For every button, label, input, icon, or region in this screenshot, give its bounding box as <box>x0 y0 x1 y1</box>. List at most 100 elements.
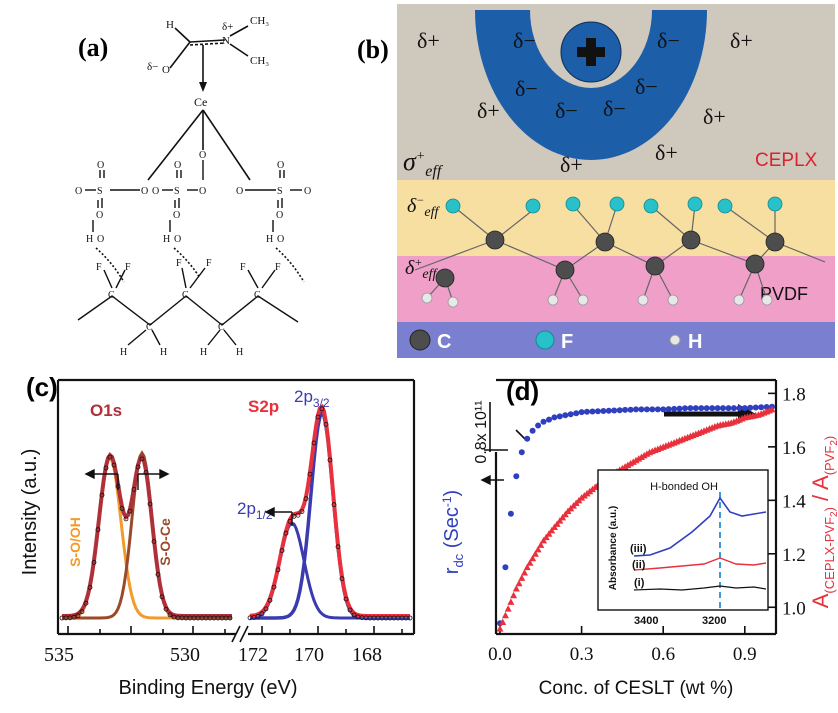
series-red-point <box>501 611 509 619</box>
delta-minus-eff: δ−eff <box>407 193 441 220</box>
o1s-data-point <box>167 612 173 618</box>
s2p-data-point <box>259 611 265 617</box>
series-blue-point <box>573 410 580 417</box>
series-red-point <box>534 545 542 553</box>
series-red-point <box>499 618 507 625</box>
series-red-point <box>548 526 556 534</box>
series-red-point <box>529 554 537 562</box>
series-red-point <box>768 405 776 413</box>
component-label-so-oh: S-O/OH <box>67 517 83 567</box>
atom-h: H <box>86 234 93 245</box>
inset-ylabel: Absorbance (a.u.) <box>608 506 619 590</box>
s2p-data-point <box>347 607 353 613</box>
series-blue-point <box>605 407 612 414</box>
series-blue-point <box>589 408 596 415</box>
chart-xlabel: Conc. of CESLT (wt %) <box>539 678 734 699</box>
x-tick-label: 0.0 <box>488 644 512 665</box>
series-blue-point <box>730 405 737 412</box>
o1s-data-point <box>163 606 169 612</box>
series-red-point <box>545 530 553 537</box>
s2p-data-point <box>311 440 317 446</box>
s2p-data-point <box>339 576 345 582</box>
series-blue-point <box>660 406 667 413</box>
inset-label-i: (i) <box>634 577 645 589</box>
o1s-data-point <box>119 506 125 511</box>
series-red-point <box>542 533 550 541</box>
o1s-data-point <box>135 464 141 470</box>
right-y-tick-label: 1.4 <box>782 491 806 512</box>
atom-n: N <box>222 35 230 47</box>
x-ticks: 0.0 0.3 0.6 0.9 <box>488 626 757 665</box>
series-blue-point <box>703 405 710 412</box>
s2p-data-point <box>275 567 281 573</box>
series-blue-point <box>633 406 639 413</box>
left-axis-arrow <box>480 474 504 486</box>
s2p-data-point <box>303 496 309 502</box>
s2p-data-point <box>267 597 273 603</box>
series-blue-point <box>594 408 601 415</box>
inset-trace-iii <box>633 496 767 557</box>
s2p-data-point <box>315 414 321 420</box>
atom-h: H <box>166 19 174 31</box>
atom-o: O <box>174 160 181 171</box>
series-blue-point <box>540 418 547 425</box>
xps-axes-frame <box>56 378 416 636</box>
peak-label-o1s: O1s <box>90 401 122 420</box>
o1s-data-point <box>127 508 133 514</box>
ftir-inset: H-bonded OH Absorbance (a.u.) (iii) (ii)… <box>597 469 769 627</box>
o1s-data-point <box>151 539 157 545</box>
atom-c: C <box>254 290 261 301</box>
series-red-point <box>515 579 523 587</box>
series-blue-point <box>649 406 656 413</box>
atom-s: S <box>174 186 180 197</box>
series-red-point <box>520 569 528 576</box>
x-tick-label: 0.6 <box>651 644 675 665</box>
xps-xlabel: Binding Energy (eV) <box>119 677 298 699</box>
series-blue-point <box>556 413 563 420</box>
series-blue-point <box>714 405 721 412</box>
svg-text:δ+: δ+ <box>655 140 678 165</box>
series-blue-point <box>502 564 509 571</box>
series-blue-point <box>513 473 520 480</box>
o1s-data-point <box>91 559 97 565</box>
xtick-535: 535 <box>44 644 74 666</box>
ceplx-pvdf-interface-schematic: (b) δ+ δ− δ− δ+ δ− δ− δ− δ− δ+ δ+ δ+ δ+ … <box>357 4 835 358</box>
xps-tick-labels: 535 530 172 170 168 <box>44 644 382 666</box>
sulfonic-groups: O O S O O O O S O O O O O S O O H O H O <box>75 150 311 245</box>
panel-c: (c) 535 530 172 170 168 Binding <box>0 362 420 708</box>
atom-o: O <box>304 186 311 197</box>
xtick-168: 168 <box>352 644 382 666</box>
series-red-point <box>531 550 539 557</box>
peak-label-2p32: 2p3/2 <box>294 387 330 410</box>
xps-curves <box>59 403 413 621</box>
charge-labels: δ+ δ− δ− δ+ δ− δ− δ− δ− δ+ δ+ δ+ δ+ <box>417 28 753 177</box>
series-blue-point <box>638 406 645 413</box>
series-red-point <box>504 605 512 612</box>
atom-o: O <box>96 210 103 221</box>
series-blue-point <box>692 405 699 412</box>
atom-delta-minus: δ− <box>147 61 158 73</box>
legend-f-label: F <box>561 331 573 353</box>
atom-ch3-b: CH₃ <box>250 55 269 67</box>
o1s-data-point <box>147 501 153 507</box>
s2p-data-point <box>283 530 289 536</box>
o1s-data-point <box>111 462 117 468</box>
chart-axes-frame <box>494 378 778 636</box>
left-axis-break-icon <box>484 402 527 452</box>
series-blue-point <box>758 404 765 411</box>
series-red-point <box>512 585 520 592</box>
atom-h: H <box>266 234 273 245</box>
hydrogen-atoms <box>421 292 773 308</box>
series-blue-point <box>546 416 552 423</box>
series-blue-point <box>524 435 531 442</box>
right-y-tick-label: 1.6 <box>782 438 806 459</box>
o1s-data-point <box>95 527 101 533</box>
atom-o: O <box>276 210 283 221</box>
carbon-atoms <box>435 230 785 288</box>
series-blue-point <box>507 510 514 517</box>
right-y-ticks: 1.0 1.2 1.4 1.6 1.8 <box>768 384 806 619</box>
right-y-tick-label: 1.0 <box>782 598 806 619</box>
axis-break-icon <box>231 625 249 643</box>
atom-c: C <box>218 322 225 333</box>
atom-o: O <box>162 64 170 76</box>
